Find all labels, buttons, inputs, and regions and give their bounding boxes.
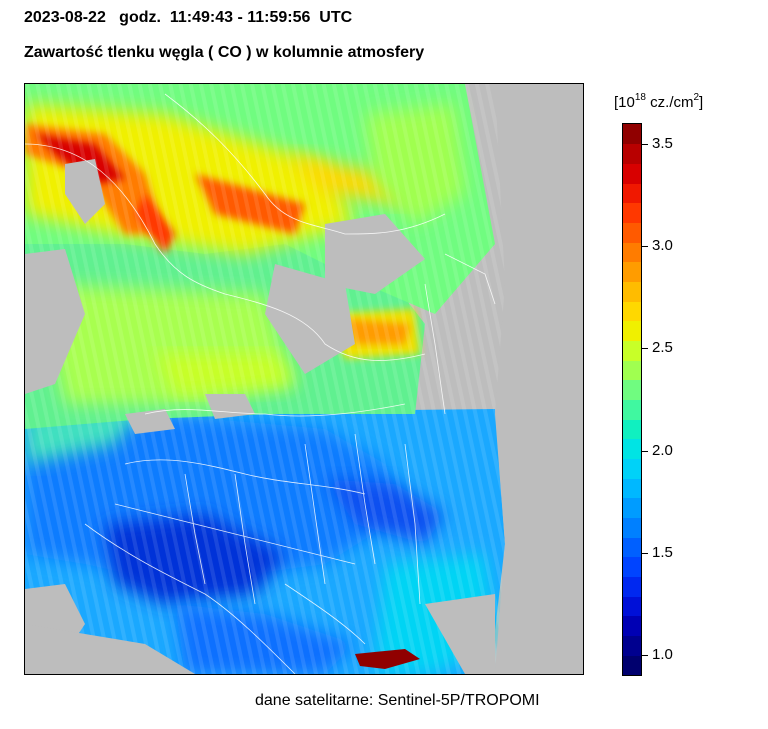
date-time-title: 2023-08-22 godz. 11:49:43 - 11:59:56 UTC — [24, 9, 353, 26]
colorbar-segment — [623, 320, 641, 341]
colorbar-tick — [642, 450, 648, 452]
colorbar-segment — [623, 183, 641, 204]
colorbar-segment — [623, 419, 641, 440]
colorbar-tick — [642, 348, 648, 350]
colorbar-segment — [623, 497, 641, 519]
colorbar-segment — [623, 222, 641, 243]
co-concentration-map — [24, 83, 584, 675]
colorbar-segment — [623, 301, 641, 322]
hotspot-south — [355, 649, 420, 669]
colorbar-segment — [623, 655, 641, 675]
colorbar-segment — [623, 360, 641, 381]
colorbar-segment — [623, 202, 641, 223]
map-title: Zawartość tlenku węgla ( CO ) w kolumnie… — [24, 44, 425, 61]
colorbar-tick-label: 1.5 — [652, 543, 673, 561]
colorbar-tick-label: 3.0 — [652, 237, 673, 255]
colorbar-segment — [623, 458, 641, 479]
colorbar-tick-label: 2.0 — [652, 441, 673, 459]
colorbar-tick-label: 3.5 — [652, 135, 673, 153]
colorbar-segment — [623, 438, 641, 460]
colorbar-segment — [623, 556, 641, 578]
colorbar-tick — [642, 552, 648, 554]
colorbar-tick-label: 2.5 — [652, 339, 673, 357]
colorbar-tick-label: 1.0 — [652, 645, 673, 663]
colorbar-segment — [623, 615, 641, 637]
colorbar-segment — [623, 124, 641, 145]
colorbar-tick — [642, 654, 648, 656]
colorbar-segment — [623, 635, 641, 656]
colorbar-segment — [623, 281, 641, 302]
colorbar-unit-label: [1018 cz./cm2] — [614, 92, 704, 111]
no-data-patches — [25, 84, 583, 674]
colorbar-segment — [623, 478, 641, 499]
country-borders — [25, 93, 496, 674]
colorbar-segment — [623, 379, 641, 400]
colorbar-segment — [623, 261, 641, 282]
colorbar-segment — [623, 517, 641, 538]
colorbar-segment — [623, 143, 641, 164]
colorbar-segment — [623, 576, 641, 597]
colorbar-segment — [623, 596, 641, 617]
colorbar-tick — [642, 246, 648, 248]
colorbar-tick — [642, 144, 648, 146]
colorbar-segment — [623, 163, 641, 184]
data-source-label: dane satelitarne: Sentinel-5P/TROPOMI — [255, 692, 540, 709]
colorbar — [622, 123, 642, 676]
colorbar-segment — [623, 242, 641, 263]
colorbar-segment — [623, 340, 641, 361]
colorbar-segment — [623, 537, 641, 558]
colorbar-segment — [623, 399, 641, 420]
